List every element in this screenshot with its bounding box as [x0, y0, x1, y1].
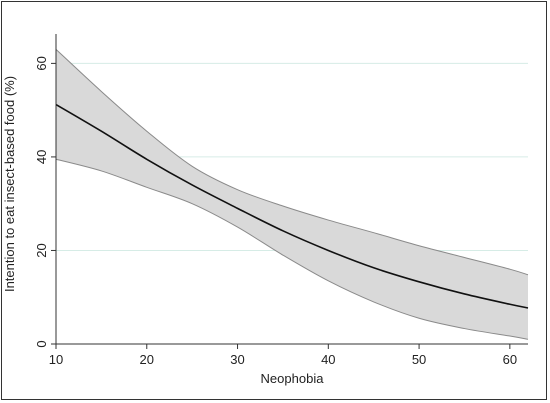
confidence-band-layer — [55, 48, 529, 340]
confidence-band — [56, 49, 528, 340]
confidence-band-lower-edge — [55, 158, 529, 340]
fit-line-layer — [55, 103, 529, 309]
y-axis-label: Intention to eat insect-based food (%) — [2, 76, 17, 292]
x-axis-label: Neophobia — [261, 371, 325, 386]
confidence-band-upper-edge — [55, 48, 529, 276]
axis-layer: 0 20 40 60 10 20 30 40 50 60 — [34, 34, 528, 367]
x-tick-label-60: 60 — [503, 352, 517, 367]
x-tick-label-30: 30 — [230, 352, 244, 367]
y-tick-label-60: 60 — [34, 56, 49, 70]
x-tick-label-10: 10 — [49, 352, 63, 367]
x-tick-label-50: 50 — [412, 352, 426, 367]
fit-line — [55, 103, 529, 309]
x-tick-label-40: 40 — [321, 352, 335, 367]
y-tick-label-0: 0 — [34, 340, 49, 347]
y-tick-label-40: 40 — [34, 150, 49, 164]
y-tick-label-20: 20 — [34, 243, 49, 257]
x-tick-label-20: 20 — [140, 352, 154, 367]
